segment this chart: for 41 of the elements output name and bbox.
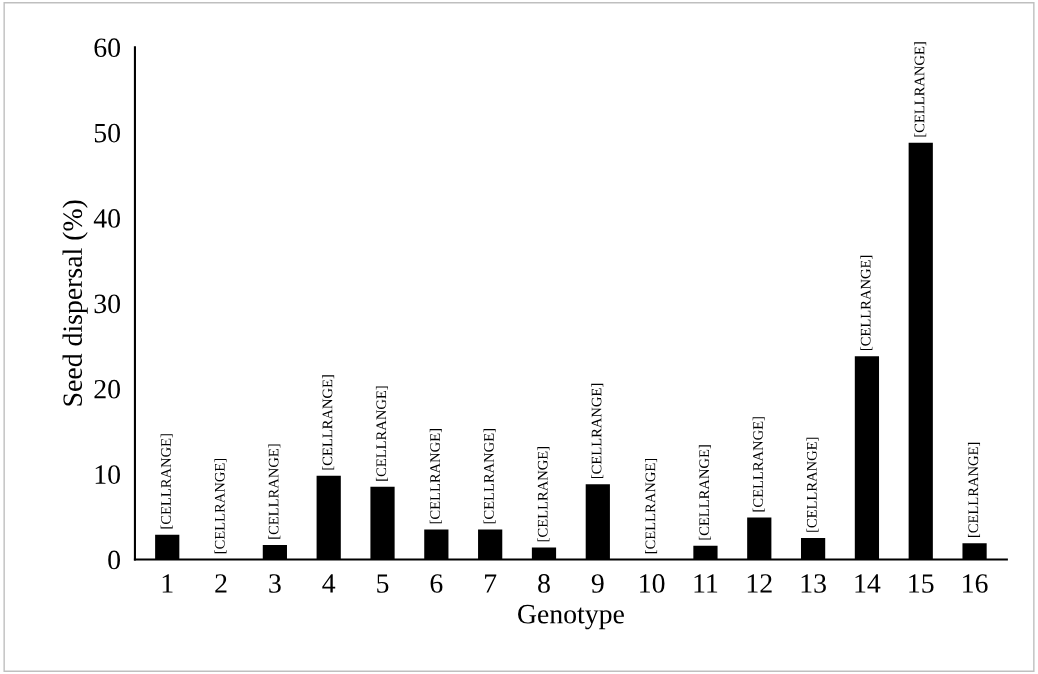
- data-label: [CELLRANGE]: [914, 42, 927, 137]
- x-tick-label: 8: [538, 574, 550, 593]
- data-label: [CELLRANGE]: [429, 429, 442, 524]
- x-tick-label: 4: [322, 574, 336, 593]
- x-tick-label: 2: [215, 574, 227, 593]
- data-label: [CELLRANGE]: [160, 434, 173, 529]
- x-tick-label: 5: [377, 574, 389, 593]
- data-label: [CELLRANGE]: [752, 417, 765, 512]
- data-label: [CELLRANGE]: [967, 442, 981, 537]
- x-tick-label: 6: [430, 574, 443, 593]
- x-tick-label: 3: [269, 574, 281, 593]
- data-label: [CELLRANGE]: [214, 458, 227, 554]
- x-tick-label: 1: [162, 574, 173, 593]
- data-label: [CELLRANGE]: [645, 458, 658, 554]
- x-tick-label: 15: [909, 574, 934, 593]
- data-label: [CELLRANGE]: [537, 447, 550, 542]
- x-tick-label: 9: [591, 574, 604, 593]
- data-label: [CELLRANGE]: [483, 429, 496, 524]
- x-tick-label: 16: [963, 574, 988, 593]
- data-label: [CELLRANGE]: [806, 437, 819, 532]
- x-tick-label: 10: [640, 574, 665, 593]
- y-tick-label: 60: [94, 38, 120, 58]
- x-axis-title: Genotype: [518, 604, 624, 630]
- data-label: [CELLRANGE]: [268, 444, 281, 539]
- data-label: [CELLRANGE]: [375, 386, 388, 481]
- data-label: [CELLRANGE]: [591, 383, 604, 479]
- data-label: [CELLRANGE]: [322, 375, 335, 470]
- data-label: [CELLRANGE]: [698, 445, 711, 540]
- y-tick-label: 50: [94, 123, 120, 143]
- x-tick-label: 13: [801, 574, 826, 593]
- data-label: [CELLRANGE]: [860, 255, 873, 351]
- y-tick-label: 10: [95, 465, 120, 484]
- x-tick-label: 11: [694, 574, 718, 593]
- y-axis-title: Seed dispersal (%): [62, 200, 88, 406]
- y-tick-label: 30: [94, 294, 120, 314]
- y-tick-label: 0: [108, 550, 120, 570]
- x-tick-label: 12: [747, 574, 772, 593]
- y-tick-label: 40: [93, 209, 120, 228]
- x-tick-label: 14: [855, 574, 881, 593]
- x-tick-label: 7: [485, 574, 497, 593]
- y-tick-label: 20: [94, 379, 120, 399]
